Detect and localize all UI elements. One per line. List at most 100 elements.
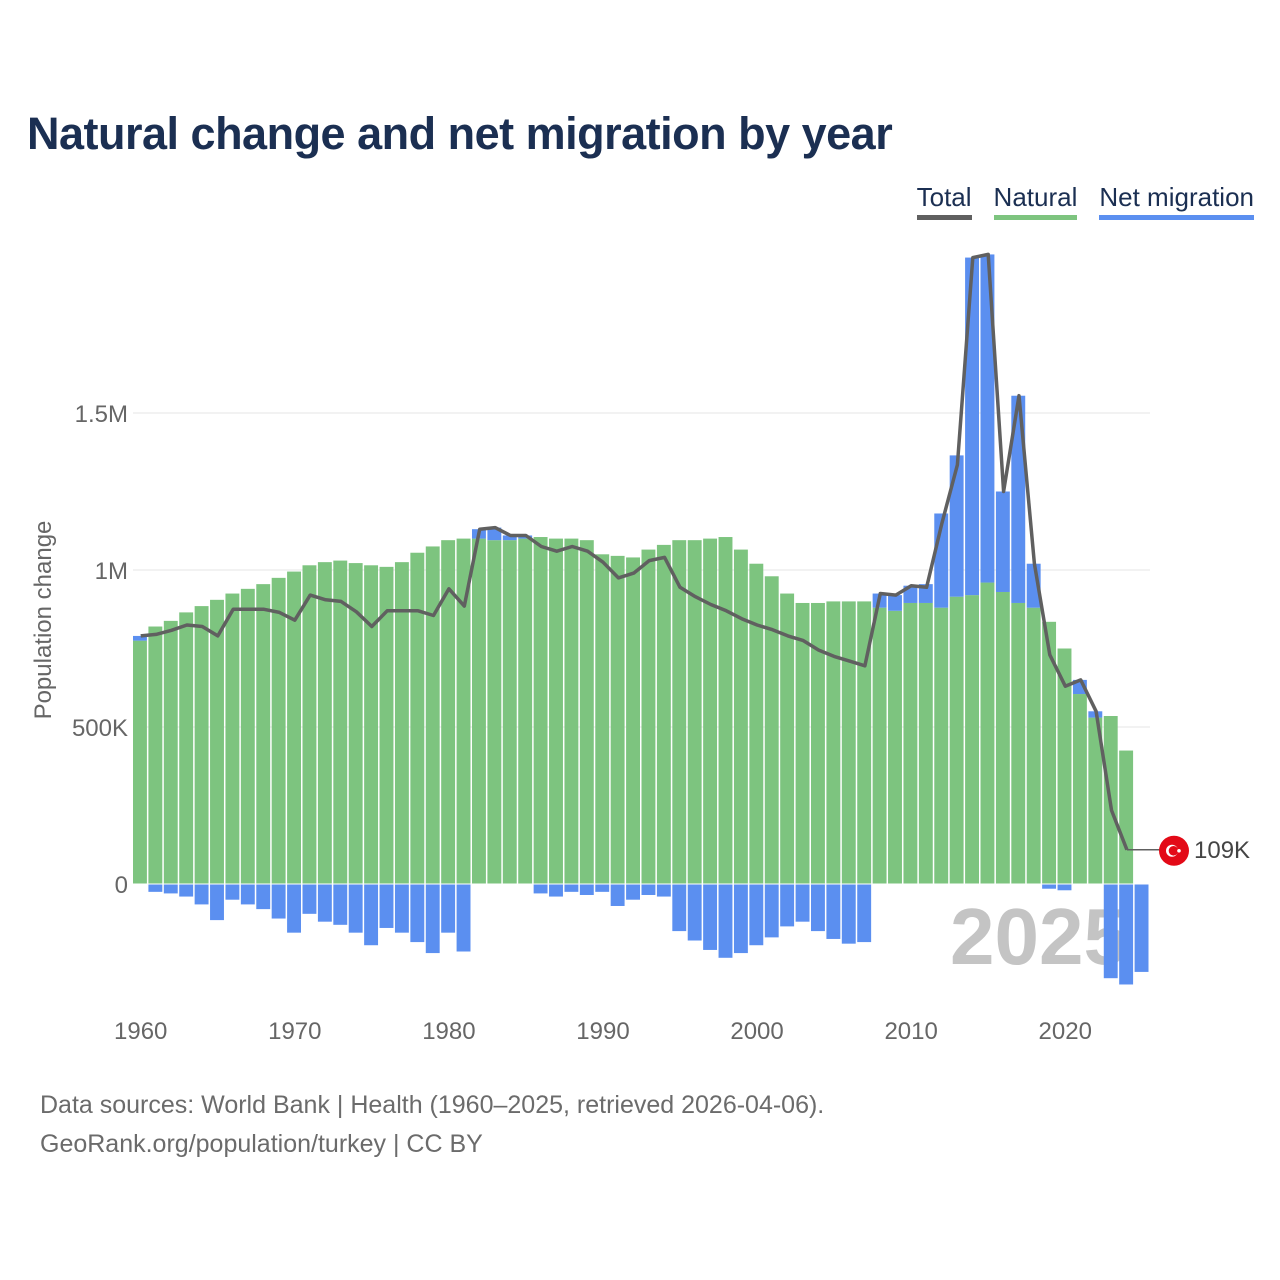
migration-bar [1119,884,1134,985]
natural-bar [163,620,178,884]
migration-bar [1103,884,1118,979]
natural-bar [240,588,255,884]
natural-bar [1119,750,1134,884]
migration-bar [610,884,625,906]
natural-bar [210,599,224,884]
natural-bar [1042,621,1057,884]
migration-bar [595,884,610,892]
natural-bar [271,577,286,884]
natural-bar [718,537,733,884]
attribution-line: GeoRank.org/population/turkey | CC BY [40,1130,483,1158]
migration-bar [379,884,394,928]
migration-bar [780,884,795,927]
migration-bar [1011,395,1026,603]
natural-bar [672,540,687,884]
legend-total[interactable]: Total [916,182,972,220]
y-tick-label: 0 [115,872,128,899]
migration-bar [240,884,255,905]
migration-bar [687,884,702,941]
natural-bar [1088,717,1103,884]
migration-bar [749,884,764,946]
natural-bar [1072,694,1087,884]
natural-bar [626,557,640,884]
natural-bar [533,537,548,884]
migration-bar [718,884,733,958]
migration-bar [410,884,425,943]
migration-bar [841,884,856,944]
migration-bar [995,491,1010,592]
natural-bar [826,601,841,884]
legend-net-migration[interactable]: Net migration [1099,182,1254,220]
migration-bar [980,254,995,583]
natural-bar [518,538,533,884]
natural-bar [903,602,918,884]
migration-bar [1057,884,1072,891]
migration-bar [733,884,748,954]
natural-bar [472,538,486,884]
migration-bar [811,884,825,932]
migration-bar [549,884,563,897]
legend-natural[interactable]: Natural [993,182,1078,220]
natural-bar [934,607,949,884]
migration-bar [641,884,656,895]
natural-bar [348,563,363,884]
migration-bar [394,884,409,933]
total-line [140,252,1129,851]
legend: Total Natural Net migration [916,182,1254,220]
natural-bar [133,640,147,884]
flag-crescent-cut [1168,845,1179,856]
x-tick-label: 1960 [114,1018,167,1045]
migration-bar [965,257,979,596]
migration-bar [502,535,517,541]
migration-bar [256,884,271,910]
natural-bar [733,549,748,884]
migration-bar [441,884,456,933]
current-year-watermark: 2025 [950,892,1128,981]
y-tick-label: 500K [72,715,128,742]
migration-bar [163,884,178,894]
natural-bar [394,562,409,884]
natural-bar [579,540,594,884]
migration-bar [672,884,687,932]
flag-star [1177,848,1181,853]
natural-bar [425,546,440,884]
migration-bar [626,884,640,900]
natural-bar [872,607,887,884]
natural-bar [456,538,471,884]
natural-bar [225,593,240,884]
x-tick-label: 1980 [422,1018,475,1045]
natural-bar [749,563,764,884]
natural-bar [564,538,579,884]
migration-bar [456,884,471,952]
migration-bar [795,884,810,922]
natural-bar [1026,607,1041,884]
migration-bar [564,884,579,892]
natural-bar [317,562,332,884]
natural-bar [441,540,456,884]
y-tick-label: 1.5M [75,401,128,428]
migration-bar [1134,884,1149,972]
natural-bar [965,595,979,884]
migration-bar [918,584,933,603]
migration-bar [857,884,872,943]
x-tick-label: 2010 [884,1018,937,1045]
x-tick-label: 2020 [1039,1018,1092,1045]
natural-bar [1011,602,1026,884]
migration-bar [148,884,163,892]
natural-bar [194,606,209,884]
x-tick-label: 2000 [730,1018,783,1045]
natural-bar [502,540,517,884]
natural-bar [487,540,502,884]
y-axis-label: Population change [30,521,57,720]
natural-bar [764,576,779,884]
natural-bar [641,549,656,884]
migration-bar [333,884,348,925]
migration-bar [949,455,964,597]
migration-bar [133,635,147,641]
migration-bar [764,884,779,938]
x-tick-label: 1970 [268,1018,321,1045]
migration-bar [348,884,363,933]
migration-bar [271,884,286,919]
natural-bar [1057,648,1072,884]
